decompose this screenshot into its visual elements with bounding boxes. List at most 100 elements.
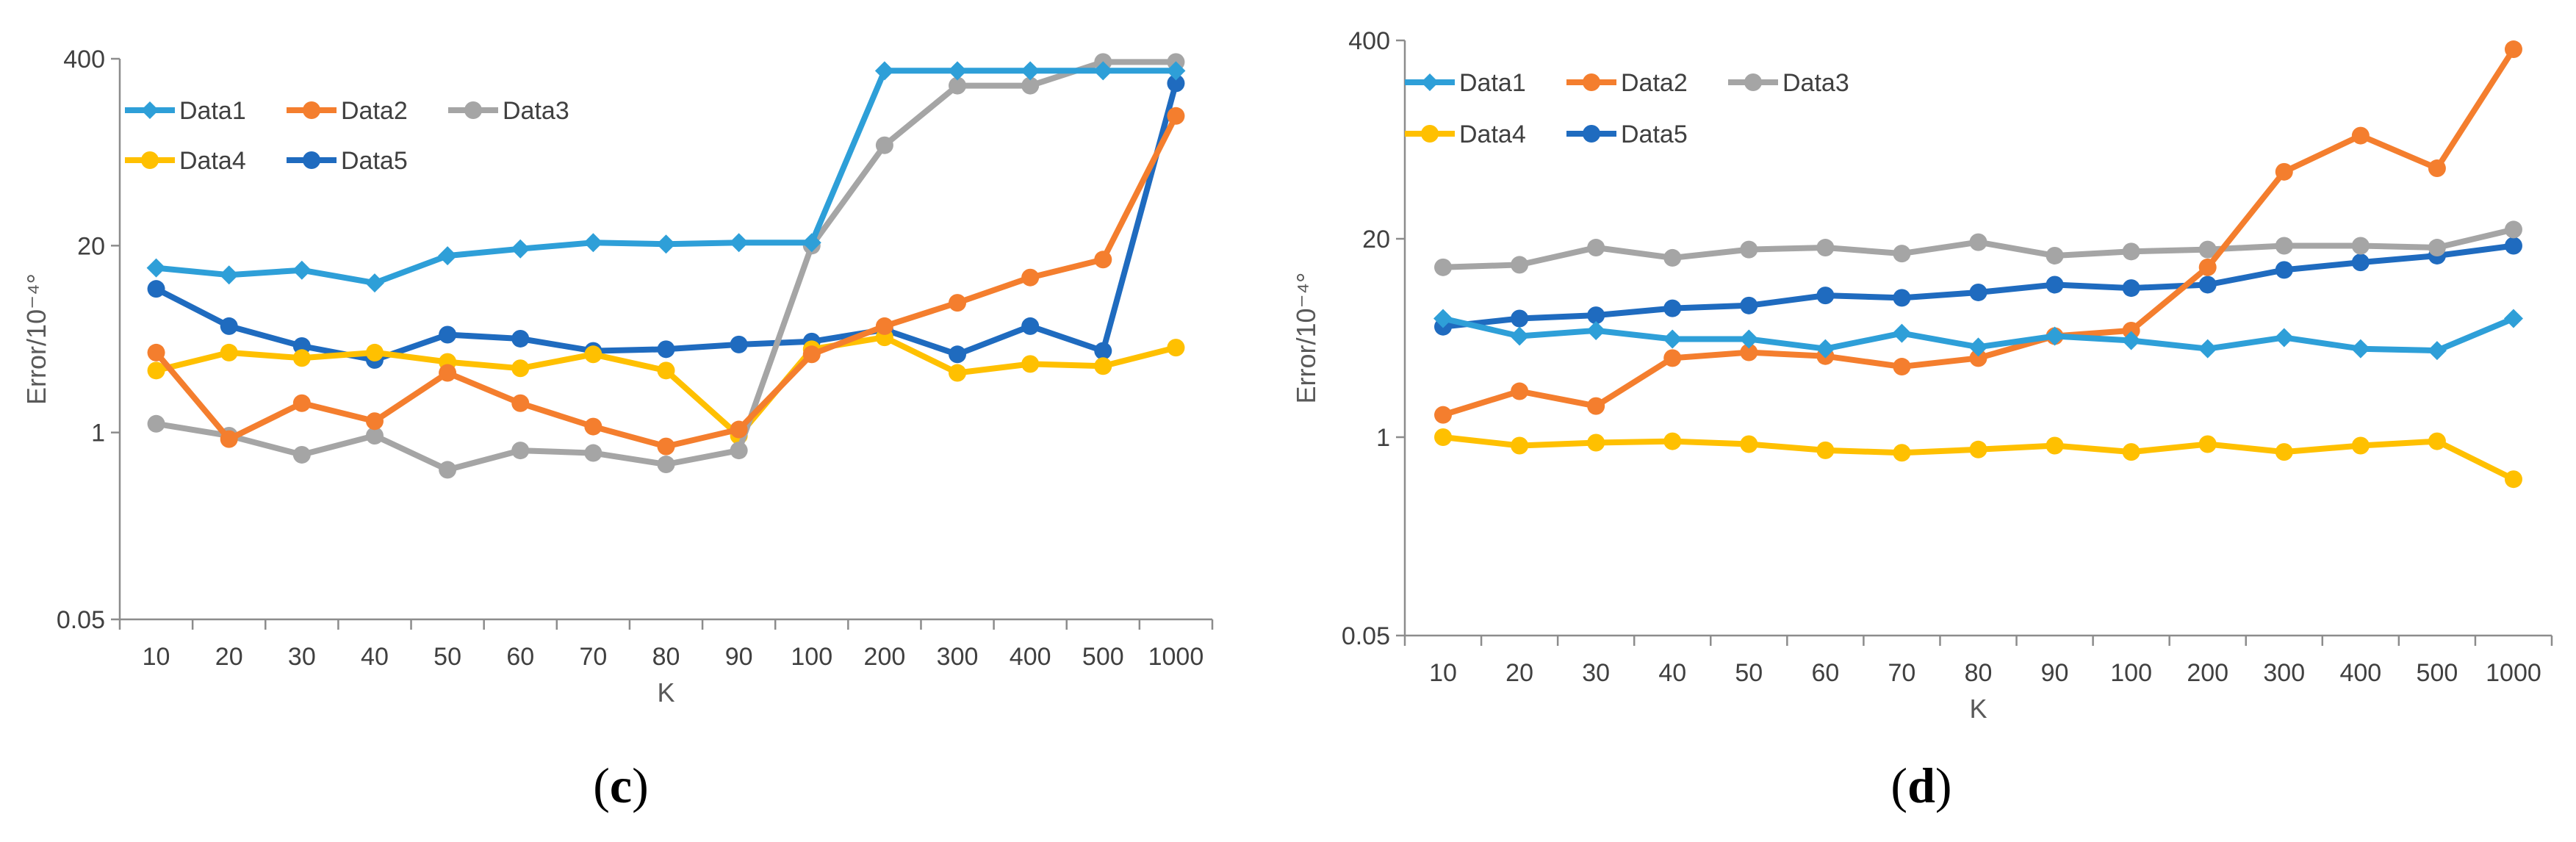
series-data3: [1434, 220, 2522, 276]
data-point: [1816, 339, 1835, 359]
data-point: [1740, 240, 1758, 259]
data-point: [439, 364, 457, 382]
data-point: [1816, 287, 1835, 305]
legend-label: Data5: [1621, 120, 1688, 148]
legend-label: Data2: [1621, 69, 1688, 97]
data-point: [1511, 309, 1529, 328]
data-point: [2351, 436, 2370, 455]
data-point: [1094, 251, 1112, 269]
y-tick-label: 400: [1348, 27, 1390, 55]
legend-marker: [1744, 73, 1762, 91]
data-point: [2122, 321, 2140, 339]
legend-item-data5: Data5: [287, 147, 408, 175]
x-tick-label: 500: [1082, 643, 1124, 671]
x-tick-label: 400: [2339, 659, 2381, 687]
data-point: [439, 325, 457, 344]
data-point: [1094, 342, 1112, 360]
data-point: [2122, 443, 2140, 461]
data-point: [1094, 357, 1112, 375]
data-point: [949, 345, 967, 364]
series-data5: [1434, 237, 2522, 336]
data-point: [1663, 432, 1682, 450]
data-point: [2122, 242, 2140, 261]
data-point: [1739, 329, 1759, 349]
data-point: [1969, 349, 1987, 367]
x-tick-label: 80: [1965, 659, 1993, 687]
x-tick-label: 40: [1658, 659, 1686, 687]
data-point: [2351, 237, 2370, 255]
data-point: [1167, 107, 1185, 125]
series-data5: [147, 74, 1185, 369]
legend-label: Data3: [1782, 69, 1849, 97]
data-point: [1167, 339, 1185, 357]
x-tick-label: 1000: [2486, 659, 2541, 687]
data-point: [147, 343, 165, 361]
series-data2: [147, 107, 1185, 456]
data-point: [2504, 40, 2522, 59]
legend-item-data4: Data4: [125, 147, 246, 175]
data-point: [948, 61, 968, 81]
data-point: [1893, 245, 1911, 263]
data-point: [2274, 328, 2294, 348]
panel-caption: (c): [593, 758, 649, 813]
data-point: [2504, 237, 2522, 255]
data-point: [1167, 74, 1185, 93]
x-tick-label: 60: [506, 643, 534, 671]
y-tick-label: 0.05: [1342, 622, 1390, 650]
legend-item-data5: Data5: [1566, 120, 1688, 148]
data-point: [949, 294, 967, 312]
y-tick-label: 1: [1376, 424, 1390, 452]
data-point: [2503, 309, 2523, 328]
data-point: [1663, 329, 1683, 349]
data-point: [1740, 435, 1758, 453]
data-point: [657, 437, 675, 456]
x-tick-label: 200: [2187, 659, 2228, 687]
data-point: [292, 445, 311, 464]
data-point: [584, 444, 602, 462]
x-tick-label: 100: [791, 643, 832, 671]
data-point: [2121, 331, 2141, 350]
data-point: [1021, 355, 1040, 373]
data-point: [1969, 440, 1987, 458]
data-point: [2427, 341, 2447, 361]
panel-caption: (d): [1890, 758, 1951, 813]
data-point: [2198, 240, 2217, 259]
legend-marker: [1421, 125, 1439, 143]
data-point: [1434, 406, 1453, 424]
x-axis-title: K: [657, 677, 674, 708]
data-point: [1434, 258, 1453, 276]
x-tick-label: 20: [1505, 659, 1533, 687]
data-point: [147, 414, 165, 433]
chart-panel-d: 0.05 1 20 400 10 20 30 40 50 60 70 80 90 100 200 300 400…: [1291, 27, 2553, 813]
x-tick-label: 60: [1811, 659, 1839, 687]
data-point: [219, 265, 239, 285]
series-data1: [1433, 309, 2523, 361]
legend: Data1 Data2 Data3 Data4 Data5: [125, 97, 569, 175]
data-point: [1434, 428, 1453, 446]
chart-panel-c: 0.05 1 20 400 10 20 30 40 50 60 70 80 90 100 200 300 400…: [21, 46, 1214, 813]
x-tick-label: 100: [2110, 659, 2152, 687]
data-point: [583, 233, 603, 253]
data-point: [729, 233, 749, 253]
data-point: [1433, 309, 1453, 328]
data-point: [2275, 443, 2293, 461]
data-point: [1021, 268, 1040, 287]
x-tick-label: 300: [937, 643, 979, 671]
data-point: [1586, 320, 1606, 340]
data-point: [730, 420, 748, 439]
legend-item-data1: Data1: [1405, 69, 1526, 97]
data-point: [147, 361, 165, 380]
legend-item-data3: Data3: [1728, 69, 1849, 97]
legend-item-data2: Data2: [1566, 69, 1688, 97]
data-point: [365, 343, 384, 361]
x-tick-label: 30: [288, 643, 316, 671]
legend-item-data2: Data2: [287, 97, 408, 125]
legend: Data1 Data2 Data3 Data4 Data5: [1405, 69, 1849, 148]
data-point: [511, 394, 530, 412]
legend-marker: [303, 151, 320, 169]
x-tick-label: 40: [361, 643, 389, 671]
x-tick-label: 10: [143, 643, 170, 671]
data-point: [1587, 433, 1605, 452]
data-point: [1816, 441, 1835, 459]
